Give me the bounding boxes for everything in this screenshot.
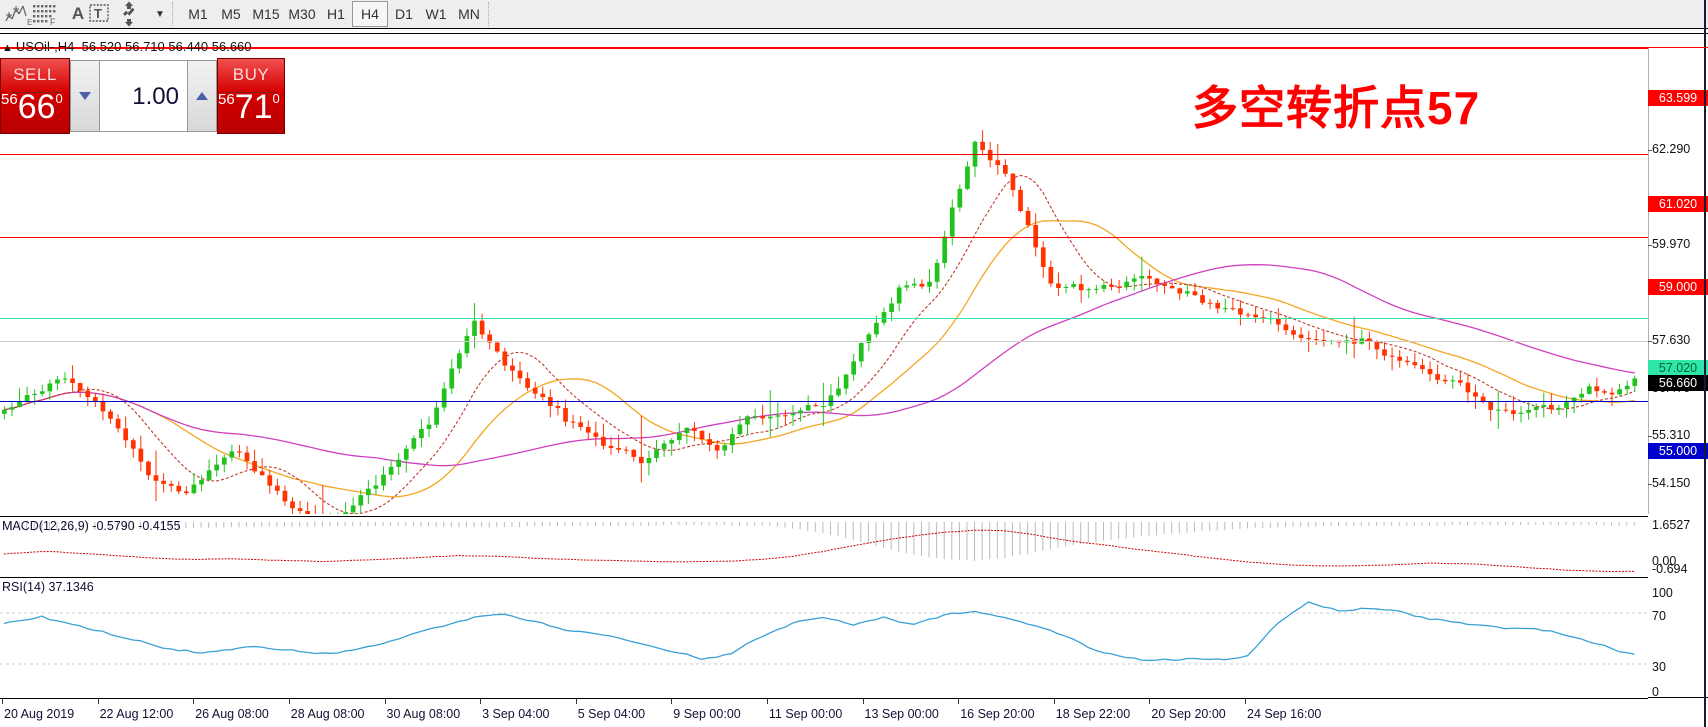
svg-text:T: T [94,6,102,21]
svg-text:F: F [50,17,56,27]
